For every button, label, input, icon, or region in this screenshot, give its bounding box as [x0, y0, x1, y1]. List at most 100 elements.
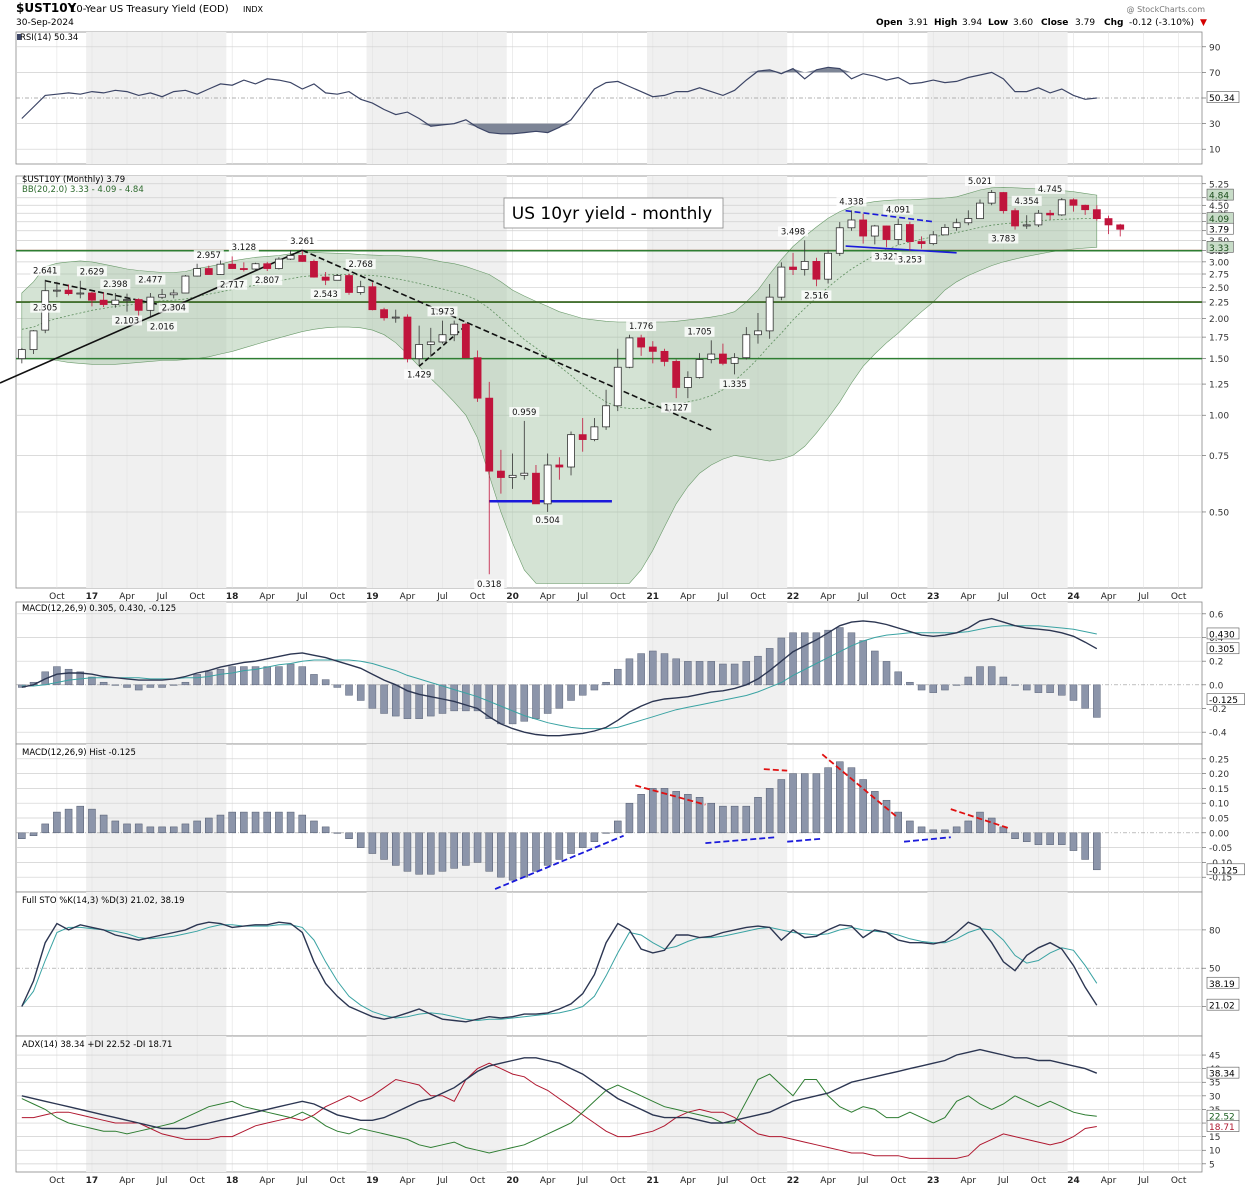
macd-hist-bar [64, 668, 73, 686]
axis-label: 35 [1209, 1079, 1220, 1089]
adx-badge-0: 38.34 [1206, 1066, 1240, 1080]
macd-hist-bar [999, 676, 1008, 686]
candle-body [1022, 224, 1031, 227]
candle-body [870, 225, 879, 237]
candle-body [929, 234, 938, 244]
adx-plus-di-line [21, 1073, 1097, 1154]
peak-label: 1.705 [687, 328, 711, 338]
axis-label: 0.25 [1209, 755, 1229, 765]
peak-label-bg [474, 579, 505, 590]
x-tick-label: Jul [1137, 1176, 1149, 1186]
price-badge-2: 3.79 [1206, 222, 1234, 236]
hist-bar [310, 820, 318, 834]
title-box-text: US 10yr yield - monthly [512, 204, 712, 224]
candle-body [999, 192, 1008, 212]
panel-legend: MACD(12,26,9) Hist -0.125 [22, 748, 136, 758]
hist-bar [298, 814, 307, 834]
hist-badge-box [1206, 863, 1245, 876]
candle-body [310, 261, 318, 278]
hist-bar [99, 814, 108, 834]
candle-body [1104, 218, 1113, 226]
x-tick-label: Oct [1171, 1176, 1187, 1186]
candle-body [438, 334, 447, 343]
candle-body [952, 222, 961, 228]
x-tick-label: 20 [506, 592, 519, 602]
x-tick-label: Apr [961, 592, 977, 602]
candle-body [193, 268, 202, 277]
hist-bar [427, 832, 435, 875]
x-tick-label: 21 [647, 592, 660, 602]
x-tick-label: Jul [296, 1176, 308, 1186]
macd-hist-bar [684, 661, 692, 686]
axis-label: 5 [1209, 1160, 1215, 1170]
hist-bar [263, 811, 271, 834]
hist-bar [836, 761, 844, 834]
candle-body [894, 224, 903, 240]
price-badge-3-text: 3.33 [1209, 244, 1229, 254]
hist-bar [649, 788, 657, 834]
x-tick-label: Oct [890, 592, 906, 602]
hist-bar [473, 832, 482, 863]
peak-label-bg [76, 266, 107, 277]
macd-hist-bar [871, 650, 879, 686]
divergence-line-0 [494, 834, 624, 890]
axis-label: 90 [1209, 43, 1221, 53]
hist-bar [789, 773, 797, 834]
hist-badge: -0.125 [1206, 863, 1245, 876]
hist-bar [18, 832, 26, 839]
peak-label-bg [100, 279, 131, 290]
chart-title-box: US 10yr yield - monthly [503, 197, 724, 229]
macd-hist-bar [543, 684, 552, 714]
axis-label: -0.4 [1209, 729, 1227, 739]
axis-label: 0.20 [1209, 770, 1229, 780]
macd-hist-bar [1046, 684, 1054, 693]
peak-label: 1.429 [407, 370, 431, 380]
hist-bar [380, 832, 388, 860]
hist-badge-text: -0.125 [1209, 866, 1238, 876]
x-tick-label: Apr [259, 592, 275, 602]
divergence-line-7 [950, 808, 1010, 830]
hist-panel: 0.250.200.150.100.050.00-0.05-0.10-0.15M… [15, 743, 1245, 893]
x-tick-label: Oct [1031, 592, 1047, 602]
candle-body [403, 316, 412, 360]
peak-label: 2.717 [220, 281, 244, 291]
year-shade-1 [366, 176, 507, 588]
candle-body [765, 296, 774, 332]
x-tick-label: Jul [436, 1176, 448, 1186]
peak-label: 2.641 [33, 267, 57, 277]
candle-body [1116, 224, 1125, 230]
year-shade-1 [366, 892, 507, 1036]
axis-label: 0.10 [1209, 800, 1229, 810]
panels: 10 30 50 70 90 RSI(14) 50.34 50.34 0.50 0.75 1.00… [0, 31, 1245, 1186]
rsi-badge-text: 50.34 [1209, 94, 1235, 104]
peak-label-bg [252, 275, 283, 286]
hist-bar [707, 802, 715, 834]
hist-bar [555, 832, 564, 860]
candle-body [158, 294, 166, 298]
macd-hist-bar [987, 666, 996, 686]
candle-body [1069, 199, 1078, 206]
year-shade-1 [366, 1036, 507, 1172]
peak-label: 1.335 [722, 380, 746, 390]
macd-line [21, 617, 1098, 737]
macd-hist-bar [941, 684, 949, 691]
macd-badge-2: -0.125 [1206, 693, 1245, 706]
candle-body [532, 472, 540, 505]
candle-body [134, 299, 143, 311]
candle-body [987, 192, 996, 204]
high-value: 3.94 [962, 18, 982, 28]
hist-bar [894, 811, 902, 834]
x-tick-label: 23 [927, 592, 940, 602]
peak-label: 2.016 [150, 322, 174, 332]
x-axis-bottom: Oct 17 Apr Jul Oct 18 Apr Jul Oct 19 Apr Jul Oct 20 Ap… [49, 1176, 1187, 1186]
axis-label: 3.00 [1209, 258, 1229, 268]
x-tick-label: 22 [787, 1176, 800, 1186]
candle-body [251, 263, 260, 270]
hist-bar [356, 832, 365, 848]
macd-hist-bar [123, 684, 131, 688]
candle-body [590, 426, 599, 440]
axis-label: 2.50 [1209, 284, 1229, 294]
hist-bar [1058, 832, 1066, 845]
macd-hist-bar [649, 650, 657, 686]
